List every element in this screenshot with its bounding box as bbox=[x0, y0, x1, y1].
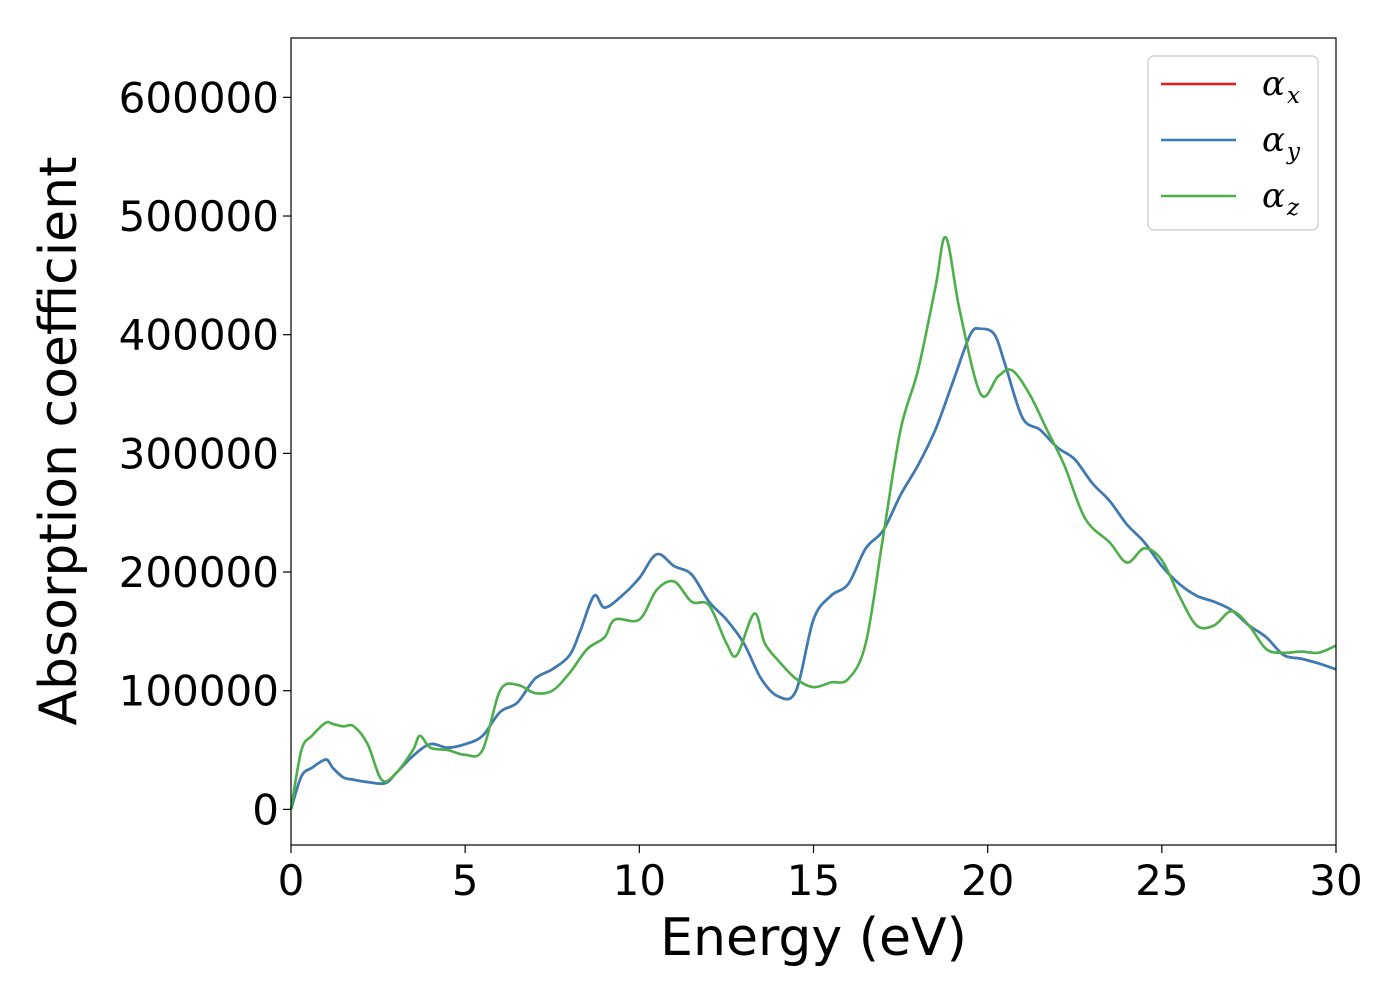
legend-box bbox=[1147, 55, 1319, 231]
x-axis-ticks: 0 5 10 15 20 25 30 bbox=[278, 845, 1363, 905]
x-tick-label: 30 bbox=[1309, 856, 1362, 905]
x-tick-label: 25 bbox=[1135, 856, 1188, 905]
y-tick-label: 0 bbox=[252, 785, 279, 834]
x-tick-label: 10 bbox=[613, 856, 666, 905]
y-tick-label: 400000 bbox=[119, 311, 279, 360]
x-tick-label: 5 bbox=[452, 856, 479, 905]
y-tick-label: 600000 bbox=[119, 73, 279, 122]
series-line-z bbox=[289, 236, 1337, 810]
y-axis-label: Absorption coefficient bbox=[29, 156, 89, 725]
y-tick-label: 500000 bbox=[119, 192, 279, 241]
y-axis-ticks: 0 100000 200000 300000 400000 500000 600000 bbox=[119, 73, 291, 834]
series-line-y bbox=[289, 326, 1337, 810]
y-tick-label: 200000 bbox=[119, 548, 279, 597]
x-tick-label: 15 bbox=[787, 856, 840, 905]
x-tick-label: 20 bbox=[961, 856, 1014, 905]
series-line-x bbox=[289, 326, 1337, 810]
plot-lines bbox=[289, 236, 1337, 810]
y-tick-label: 100000 bbox=[119, 667, 279, 716]
x-tick-label: 0 bbox=[278, 856, 305, 905]
y-tick-label: 300000 bbox=[119, 429, 279, 478]
x-axis-label: Energy (eV) bbox=[660, 908, 967, 968]
